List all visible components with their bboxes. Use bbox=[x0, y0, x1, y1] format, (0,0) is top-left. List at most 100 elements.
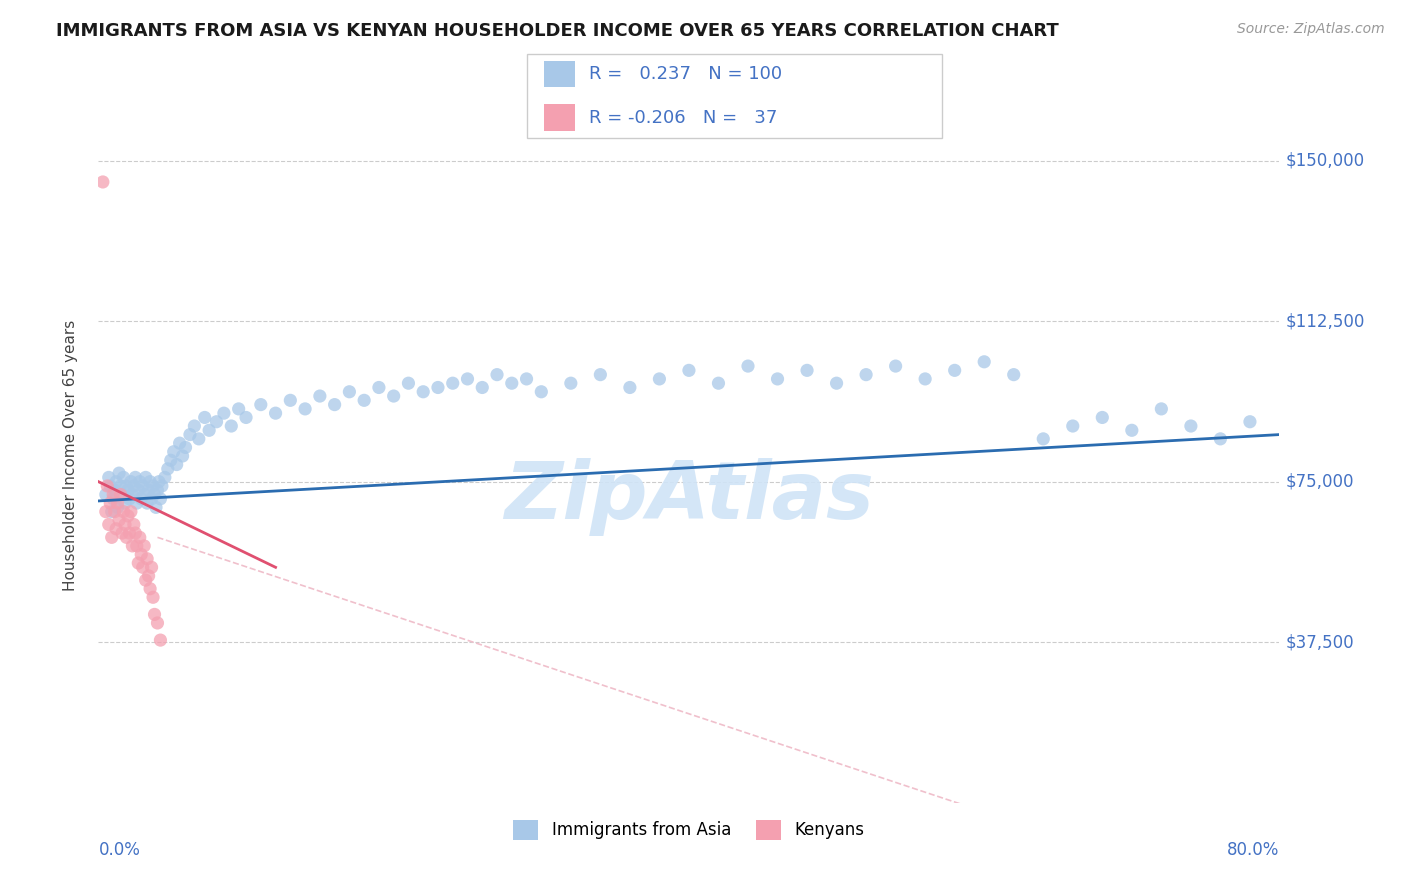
Point bbox=[159, 453, 181, 467]
Point bbox=[124, 470, 146, 484]
Point bbox=[146, 615, 169, 630]
Point bbox=[149, 633, 172, 648]
Point bbox=[187, 432, 209, 446]
Point bbox=[766, 372, 789, 386]
Point bbox=[122, 479, 145, 493]
Point bbox=[146, 483, 169, 498]
Point bbox=[110, 487, 132, 501]
Point bbox=[139, 582, 162, 596]
Point bbox=[678, 363, 700, 377]
Point bbox=[100, 530, 122, 544]
Text: ZipAtlas: ZipAtlas bbox=[503, 458, 875, 536]
Point bbox=[172, 449, 194, 463]
Point bbox=[648, 372, 671, 386]
Point bbox=[250, 398, 273, 412]
Point bbox=[117, 508, 139, 523]
Point bbox=[619, 380, 641, 394]
Point bbox=[98, 479, 121, 493]
Point bbox=[94, 505, 117, 519]
Text: R = -0.206   N =   37: R = -0.206 N = 37 bbox=[589, 109, 778, 127]
Point bbox=[589, 368, 612, 382]
Point bbox=[145, 500, 167, 515]
Point bbox=[136, 496, 159, 510]
Point bbox=[121, 487, 143, 501]
Point bbox=[707, 376, 730, 391]
Point bbox=[560, 376, 582, 391]
Point bbox=[122, 517, 145, 532]
Point bbox=[825, 376, 848, 391]
Point bbox=[128, 530, 150, 544]
Point bbox=[129, 491, 152, 506]
Point bbox=[110, 479, 132, 493]
Point bbox=[294, 401, 316, 416]
Point bbox=[98, 496, 121, 510]
Point bbox=[111, 526, 134, 541]
Text: $37,500: $37,500 bbox=[1285, 633, 1354, 651]
Point bbox=[143, 607, 166, 622]
Point bbox=[138, 569, 160, 583]
Point bbox=[1062, 419, 1084, 434]
Point bbox=[501, 376, 523, 391]
Point bbox=[134, 539, 156, 553]
Point bbox=[398, 376, 420, 391]
Point bbox=[914, 372, 936, 386]
Point bbox=[796, 363, 818, 377]
Point bbox=[115, 530, 138, 544]
Point bbox=[1032, 432, 1054, 446]
Point bbox=[108, 466, 131, 480]
Point bbox=[382, 389, 405, 403]
Point bbox=[1150, 401, 1173, 416]
Point bbox=[100, 505, 122, 519]
Y-axis label: Householder Income Over 65 years: Householder Income Over 65 years bbox=[63, 319, 77, 591]
Point bbox=[148, 475, 170, 489]
Point bbox=[221, 419, 243, 434]
Point bbox=[153, 470, 176, 484]
Point bbox=[114, 517, 136, 532]
Point bbox=[530, 384, 553, 399]
Point bbox=[104, 505, 127, 519]
Point bbox=[1002, 368, 1025, 382]
Point bbox=[205, 415, 228, 429]
Point bbox=[135, 573, 157, 587]
Point bbox=[486, 368, 509, 382]
Point bbox=[112, 470, 135, 484]
Point bbox=[228, 401, 250, 416]
Point bbox=[120, 505, 142, 519]
Point bbox=[1091, 410, 1114, 425]
Point bbox=[141, 560, 163, 574]
Point bbox=[120, 475, 142, 489]
Point bbox=[141, 491, 163, 506]
Point bbox=[142, 479, 165, 493]
Point bbox=[174, 441, 197, 455]
Point bbox=[339, 384, 361, 399]
Point bbox=[737, 359, 759, 373]
Point bbox=[441, 376, 464, 391]
Point bbox=[169, 436, 191, 450]
Point bbox=[94, 487, 117, 501]
Point bbox=[309, 389, 332, 403]
Text: $75,000: $75,000 bbox=[1285, 473, 1354, 491]
Point bbox=[117, 483, 139, 498]
Point bbox=[118, 526, 141, 541]
Point bbox=[124, 526, 146, 541]
Point bbox=[150, 479, 173, 493]
Point bbox=[114, 496, 136, 510]
Point bbox=[1209, 432, 1232, 446]
Point bbox=[412, 384, 434, 399]
Point bbox=[280, 393, 302, 408]
Point bbox=[973, 355, 995, 369]
Point bbox=[125, 496, 148, 510]
Point bbox=[134, 487, 156, 501]
Point bbox=[368, 380, 391, 394]
Point bbox=[96, 479, 118, 493]
Point bbox=[323, 398, 346, 412]
Point bbox=[183, 419, 205, 434]
Point bbox=[127, 556, 149, 570]
Point bbox=[179, 427, 201, 442]
Point bbox=[125, 539, 148, 553]
Point bbox=[943, 363, 966, 377]
Text: IMMIGRANTS FROM ASIA VS KENYAN HOUSEHOLDER INCOME OVER 65 YEARS CORRELATION CHAR: IMMIGRANTS FROM ASIA VS KENYAN HOUSEHOLD… bbox=[56, 22, 1059, 40]
Point bbox=[108, 513, 131, 527]
Text: 80.0%: 80.0% bbox=[1227, 841, 1279, 859]
Point bbox=[884, 359, 907, 373]
